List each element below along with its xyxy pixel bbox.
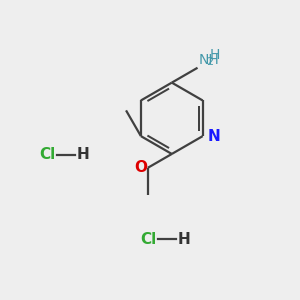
Text: H: H — [209, 48, 220, 62]
Text: N: N — [207, 129, 220, 144]
Text: H: H — [177, 232, 190, 247]
Text: Cl: Cl — [39, 148, 55, 163]
Text: Cl: Cl — [140, 232, 156, 247]
Text: NH: NH — [199, 53, 219, 67]
Text: O: O — [134, 160, 147, 175]
Text: 2: 2 — [206, 57, 213, 67]
Text: H: H — [76, 148, 89, 163]
